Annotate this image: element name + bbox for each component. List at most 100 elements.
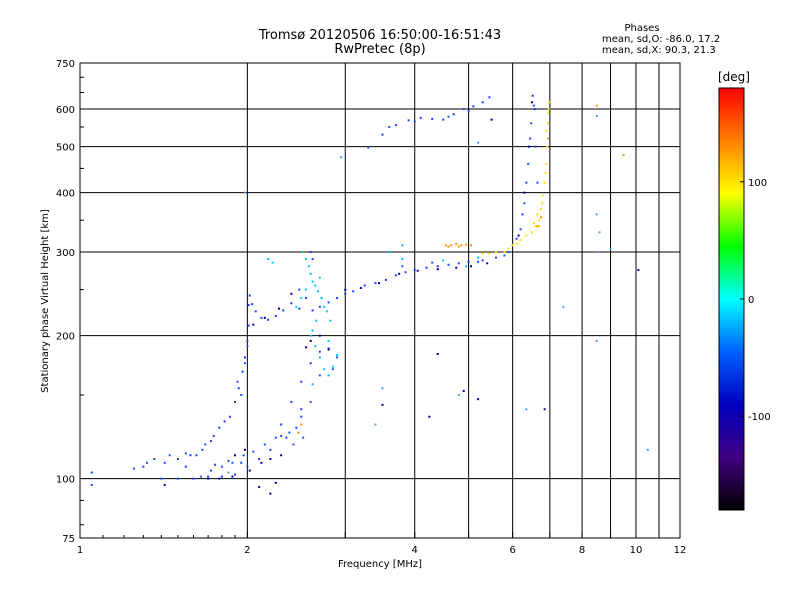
data-point — [290, 401, 293, 404]
data-point — [336, 356, 339, 359]
data-point — [431, 117, 434, 120]
data-point — [228, 415, 231, 418]
data-point — [300, 380, 303, 383]
data-point — [246, 345, 249, 348]
data-point — [534, 225, 537, 228]
data-point — [541, 194, 544, 197]
data-point — [425, 266, 428, 269]
y-axis-label: Stationary phase Virtual Height [km] — [40, 209, 51, 393]
data-point — [457, 245, 460, 248]
x-tick-label: 2 — [244, 545, 250, 556]
data-point — [538, 219, 541, 222]
data-point — [344, 288, 347, 291]
data-point — [199, 475, 202, 478]
colorbar-ticks: 100 0 -100 — [740, 178, 771, 423]
colorbar-tick-label: 0 — [748, 295, 754, 306]
data-point — [309, 251, 312, 254]
data-point — [305, 346, 308, 349]
data-point — [318, 334, 321, 337]
data-point — [274, 436, 277, 439]
data-point — [309, 272, 312, 275]
data-point — [511, 244, 514, 247]
data-point — [527, 145, 530, 148]
data-point — [243, 191, 246, 194]
data-point — [545, 162, 548, 165]
data-point — [532, 104, 535, 107]
data-point — [309, 362, 312, 365]
data-point — [533, 108, 536, 111]
data-point — [398, 272, 401, 275]
data-point — [176, 457, 179, 460]
data-point — [540, 216, 543, 219]
data-point — [192, 477, 195, 480]
data-point — [340, 156, 343, 159]
data-point — [317, 290, 320, 293]
data-point — [597, 251, 600, 254]
data-point — [388, 125, 391, 128]
data-point — [269, 448, 272, 451]
data-point — [534, 145, 537, 148]
chart-title: Tromsø 20120506 16:50:00-16:51:43 — [258, 28, 501, 43]
data-point — [295, 305, 298, 308]
data-point — [320, 297, 323, 300]
data-point — [547, 122, 550, 125]
data-point — [447, 115, 450, 118]
data-point — [481, 252, 484, 255]
data-point — [442, 118, 445, 121]
data-point — [280, 423, 283, 426]
data-point — [311, 383, 314, 386]
data-point — [436, 352, 439, 355]
data-point — [401, 258, 404, 261]
data-point — [521, 213, 524, 216]
data-point — [309, 339, 312, 342]
phase-stats-x: mean, sd,X: 90.3, 21.3 — [602, 45, 716, 56]
data-point — [543, 408, 546, 411]
data-point — [462, 108, 465, 111]
data-point — [455, 266, 458, 269]
data-point — [367, 146, 370, 149]
data-point — [488, 96, 491, 99]
data-point — [209, 469, 212, 472]
data-point — [163, 461, 166, 464]
data-point — [359, 286, 362, 289]
data-point — [305, 258, 308, 261]
data-point — [246, 465, 249, 468]
phase-colorbar: [deg] 100 0 -100 — [718, 70, 771, 511]
data-point — [300, 423, 303, 426]
data-point — [363, 284, 366, 287]
data-point — [450, 244, 453, 247]
data-point — [325, 310, 328, 313]
y-tick-label: 200 — [56, 332, 75, 343]
data-points — [90, 94, 649, 495]
data-point — [231, 461, 234, 464]
x-tick-label: 1 — [77, 545, 83, 556]
data-point — [258, 457, 261, 460]
data-point — [352, 290, 355, 293]
data-point — [267, 318, 270, 321]
data-point — [300, 297, 303, 300]
data-point — [470, 265, 473, 268]
data-point — [477, 398, 480, 401]
data-point — [315, 319, 318, 322]
data-point — [302, 436, 305, 439]
data-point — [176, 477, 179, 480]
data-point — [168, 454, 171, 457]
data-point — [530, 101, 533, 104]
data-point — [562, 305, 565, 308]
data-point — [477, 260, 480, 263]
data-point — [419, 116, 422, 119]
data-point — [269, 492, 272, 495]
plot-area — [79, 62, 681, 539]
data-point — [530, 231, 533, 234]
data-point — [243, 448, 246, 451]
y-tick-label: 300 — [56, 248, 75, 259]
data-point — [546, 145, 549, 148]
data-point — [331, 368, 334, 371]
data-point — [536, 213, 539, 216]
data-point — [525, 234, 528, 237]
colorbar-tick-label: 100 — [748, 178, 767, 189]
data-point — [394, 274, 397, 277]
data-point — [285, 436, 288, 439]
data-point — [323, 368, 326, 371]
data-point — [503, 251, 506, 254]
